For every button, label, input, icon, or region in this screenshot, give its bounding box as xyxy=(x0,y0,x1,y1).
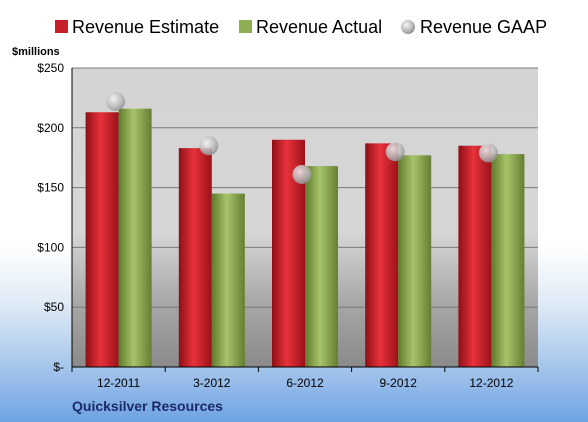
y-tick-label: $100 xyxy=(37,240,64,254)
bar-revenue-actual xyxy=(305,166,338,367)
legend: Revenue Estimate Revenue Actual Revenue … xyxy=(55,17,547,37)
marker-revenue-gaap xyxy=(292,164,312,184)
bar-revenue-estimate xyxy=(85,112,119,367)
legend-label-revenue-estimate: Revenue Estimate xyxy=(72,17,219,37)
bar-revenue-estimate xyxy=(365,143,399,367)
bar-revenue-actual xyxy=(211,193,245,367)
legend-label-revenue-actual: Revenue Actual xyxy=(256,17,382,37)
marker-revenue-gaap xyxy=(385,142,405,162)
x-tick-label: 6-2012 xyxy=(286,376,324,390)
bars xyxy=(85,108,525,367)
legend-swatch-revenue-estimate xyxy=(55,20,68,33)
x-tick-label: 3-2012 xyxy=(193,376,231,390)
x-axis: 12-2011 3-2012 6-2012 9-2012 12-2012 xyxy=(71,366,539,390)
x-tick-label: 12-2011 xyxy=(97,376,140,390)
bar-revenue-estimate xyxy=(178,148,212,367)
y-axis: $- $50 $100 $150 $200 $250 xyxy=(37,61,73,374)
legend-swatch-revenue-gaap xyxy=(401,20,415,34)
y-tick-label: $- xyxy=(53,360,64,374)
y-tick-label: $250 xyxy=(37,61,64,75)
x-tick-label: 9-2012 xyxy=(380,376,418,390)
x-tick-label: 12-2012 xyxy=(469,376,513,390)
company-name: Quicksilver Resources xyxy=(72,398,223,414)
bar-revenue-estimate xyxy=(458,145,492,367)
marker-revenue-gaap xyxy=(199,136,219,156)
gaap-markers xyxy=(106,91,498,184)
marker-revenue-gaap xyxy=(478,143,498,163)
legend-label-revenue-gaap: Revenue GAAP xyxy=(420,17,547,37)
y-axis-unit-label: $millions xyxy=(12,46,60,58)
legend-swatch-revenue-actual xyxy=(239,20,252,33)
bar-revenue-actual xyxy=(491,154,525,367)
marker-revenue-gaap xyxy=(106,91,126,111)
bar-revenue-actual xyxy=(118,108,152,367)
y-tick-label: $150 xyxy=(37,181,64,195)
y-tick-label: $50 xyxy=(44,300,64,314)
bar-revenue-actual xyxy=(398,155,432,367)
y-tick-label: $200 xyxy=(37,121,64,135)
